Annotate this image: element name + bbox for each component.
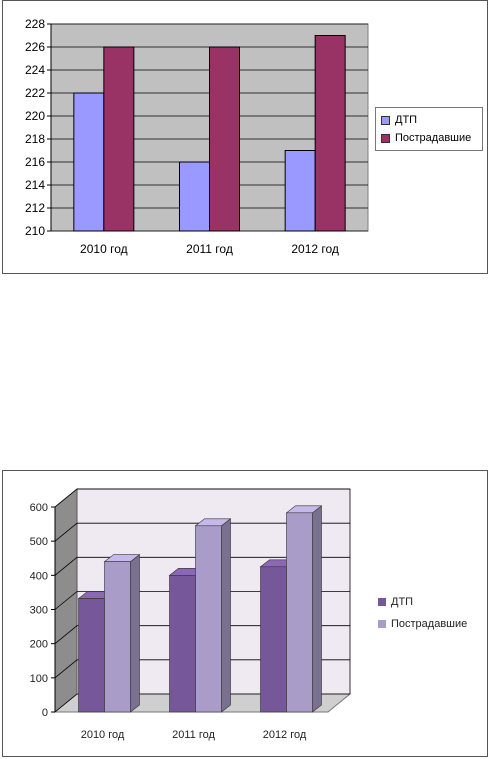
chart-2d-panel: 210 212 214 216 218 220 222 224 226 228 2010 год 20… (2, 0, 488, 274)
gridline-side (54, 625, 78, 644)
bar-dtp (73, 92, 105, 232)
y-tick-label: 220 (25, 109, 45, 123)
y-tick-label: 222 (25, 86, 45, 100)
bar-victims (209, 46, 240, 232)
y-tick-label: 100 (30, 673, 48, 685)
legend-label-dtp: ДТП (391, 596, 414, 608)
bar-dtp (78, 598, 105, 713)
gridline-side (54, 693, 78, 713)
y-tick-label: 224 (25, 63, 45, 77)
chart-2d-svg: 210 212 214 216 218 220 222 224 226 228 2010 год 20… (25, 17, 369, 256)
y-tick-label: 600 (30, 502, 48, 514)
y-tick-label: 400 (30, 570, 48, 582)
x-tick-label: 2012 год (291, 242, 339, 256)
bar-victims (104, 561, 131, 713)
y-tick-label: 500 (30, 536, 48, 548)
x-tick-label: 2010 год (80, 242, 128, 256)
y-tick-label: 0 (42, 707, 48, 719)
chart-3d-svg: 0 100 200 300 400 500 600 2010 год 2011 год 2012 … (30, 487, 352, 741)
y-tick-label: 210 (25, 224, 45, 238)
chart-2d-legend: ДТП Пострадавшие (375, 107, 483, 151)
x-tick-label: 2010 год (81, 729, 125, 741)
legend-item-victims: Пострадавшие (373, 613, 483, 635)
y-tick-label: 200 (30, 639, 48, 651)
legend-label-victims: Пострадавшие (391, 618, 468, 630)
bar-victims (195, 525, 222, 713)
legend-swatch-dtp (378, 598, 386, 606)
y-tick-label: 216 (25, 155, 45, 169)
bar-dtp (260, 566, 287, 713)
y-tick-label: 218 (25, 132, 45, 146)
x-tick-label: 2011 год (172, 729, 215, 741)
legend-item-victims: Пострадавшие (376, 129, 482, 147)
bar-victims-side (130, 554, 140, 713)
gridline-side (54, 591, 78, 610)
x-tick-label: 2012 год (263, 729, 307, 741)
bar-victims (314, 35, 346, 232)
bar-victims-side (221, 518, 231, 713)
gridline-side (54, 557, 78, 576)
gridline-side (54, 659, 78, 679)
bar-victims (286, 512, 313, 713)
y-tick-label: 300 (30, 605, 48, 617)
legend-swatch-victims (378, 620, 386, 628)
gridline-side (54, 488, 78, 508)
x-tick-label: 2011 год (186, 242, 233, 256)
legend-swatch-dtp (381, 115, 390, 125)
y-tick-label: 228 (25, 17, 45, 31)
legend-item-dtp: ДТП (373, 591, 483, 613)
chart-3d-legend: ДТП Пострадавшие (373, 591, 483, 635)
bar-victims-side (312, 505, 322, 713)
bar-dtp (284, 150, 316, 232)
legend-label-dtp: ДТП (395, 114, 418, 126)
y-tick-label: 212 (25, 201, 45, 215)
bar-dtp (179, 161, 210, 232)
gridline-side (54, 522, 78, 542)
legend-label-victims: Пострадавшие (395, 132, 472, 144)
legend-swatch-victims (381, 133, 390, 143)
legend-item-dtp: ДТП (376, 111, 482, 129)
y-tick-label: 214 (25, 178, 45, 192)
bar-victims (103, 46, 135, 232)
chart-3d-panel: 0 100 200 300 400 500 600 2010 год 2011 год 2012 … (2, 470, 488, 757)
bar-dtp (169, 575, 196, 713)
y-tick-label: 226 (25, 40, 45, 54)
